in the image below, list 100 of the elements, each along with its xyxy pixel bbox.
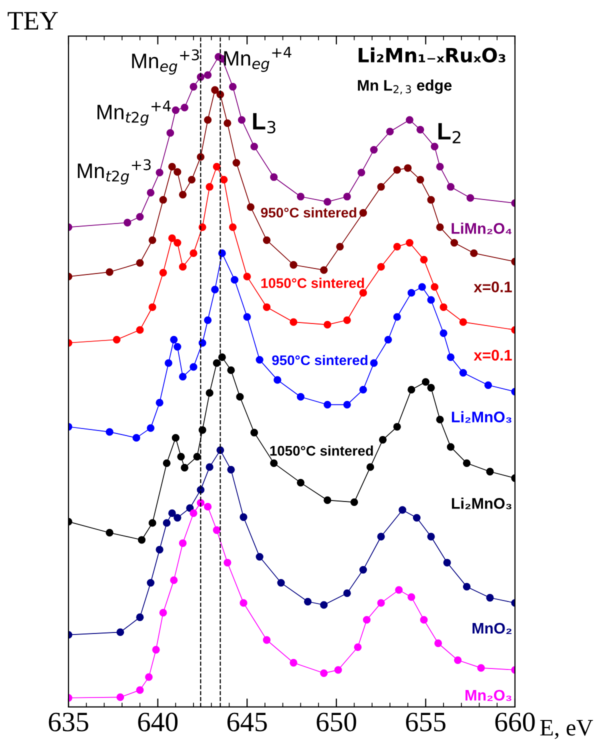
point — [290, 318, 298, 326]
point — [238, 116, 246, 124]
point — [408, 289, 416, 297]
point — [378, 436, 387, 444]
point — [370, 146, 378, 154]
point — [420, 616, 428, 624]
point — [168, 162, 176, 171]
point — [178, 539, 187, 547]
point — [227, 366, 235, 374]
text: Mn L$_{2,3}$ edge — [358, 80, 452, 94]
point — [408, 386, 416, 394]
annotation: Mn$_{eg}$$^{+3}$ — [132, 49, 199, 75]
point — [204, 116, 212, 124]
point — [206, 183, 214, 191]
point — [212, 526, 221, 534]
point — [146, 424, 154, 432]
point — [193, 452, 201, 460]
point — [236, 393, 244, 401]
point — [484, 381, 492, 389]
series-label: Li₂MnO₃ — [452, 411, 512, 423]
point — [359, 289, 367, 297]
point — [270, 459, 278, 467]
point — [427, 196, 435, 204]
point — [206, 389, 214, 397]
point — [459, 318, 467, 326]
series-label: Mn₂O₃ — [466, 690, 512, 702]
point — [393, 313, 401, 321]
point — [450, 238, 458, 247]
point — [159, 268, 167, 276]
annotation: 1050°C sintered — [261, 278, 364, 288]
x-tick-label: 640 — [138, 712, 178, 732]
point — [190, 509, 198, 518]
point — [262, 236, 271, 244]
point — [366, 463, 374, 471]
point — [406, 116, 414, 124]
point — [228, 223, 237, 231]
point — [168, 509, 176, 518]
point — [250, 428, 258, 436]
point — [290, 261, 298, 269]
x-tick-label: 655 — [406, 712, 446, 732]
point — [136, 326, 144, 334]
series-label: x=0.1 — [474, 282, 512, 292]
point — [324, 496, 332, 504]
point — [250, 142, 258, 150]
point — [336, 242, 344, 250]
point — [180, 464, 188, 472]
point — [359, 386, 367, 394]
point — [148, 303, 156, 311]
point — [256, 552, 264, 561]
chart-title: Li₂Mn₁₋ₓRuₓO₃ — [358, 47, 506, 62]
point — [166, 129, 174, 137]
point — [320, 669, 328, 677]
point — [156, 168, 164, 176]
point — [262, 303, 271, 311]
point — [178, 263, 187, 271]
point — [168, 234, 176, 242]
point — [362, 616, 371, 624]
point — [420, 256, 428, 264]
point — [370, 359, 378, 367]
point — [124, 218, 132, 226]
point — [220, 176, 228, 184]
point — [477, 664, 485, 672]
point — [277, 578, 285, 587]
point — [486, 468, 494, 476]
point — [404, 164, 412, 172]
point — [240, 599, 248, 607]
point — [240, 513, 248, 521]
point — [430, 283, 438, 291]
point — [136, 259, 144, 267]
point — [164, 359, 172, 367]
point — [296, 192, 304, 200]
point — [427, 384, 435, 392]
point — [290, 658, 298, 667]
x-tick-label: 660 — [495, 712, 535, 732]
point — [436, 223, 444, 231]
annotation: L$_{3}$ — [253, 113, 276, 134]
point — [359, 209, 367, 217]
point — [334, 666, 342, 674]
point — [343, 316, 351, 324]
point — [440, 303, 448, 311]
point — [454, 656, 462, 664]
point — [436, 416, 444, 424]
point — [436, 162, 444, 171]
point — [146, 578, 154, 587]
point — [386, 128, 394, 136]
point — [180, 104, 188, 112]
point — [136, 686, 144, 694]
point — [446, 353, 454, 362]
point — [459, 368, 467, 377]
point — [256, 356, 264, 364]
point — [446, 183, 454, 191]
point — [159, 608, 167, 617]
point — [232, 158, 240, 167]
point — [486, 594, 494, 602]
point — [162, 459, 171, 467]
point — [320, 601, 328, 609]
x-tick-label: 635 — [48, 712, 88, 732]
point — [446, 443, 454, 451]
point — [354, 643, 362, 651]
point — [274, 376, 282, 384]
